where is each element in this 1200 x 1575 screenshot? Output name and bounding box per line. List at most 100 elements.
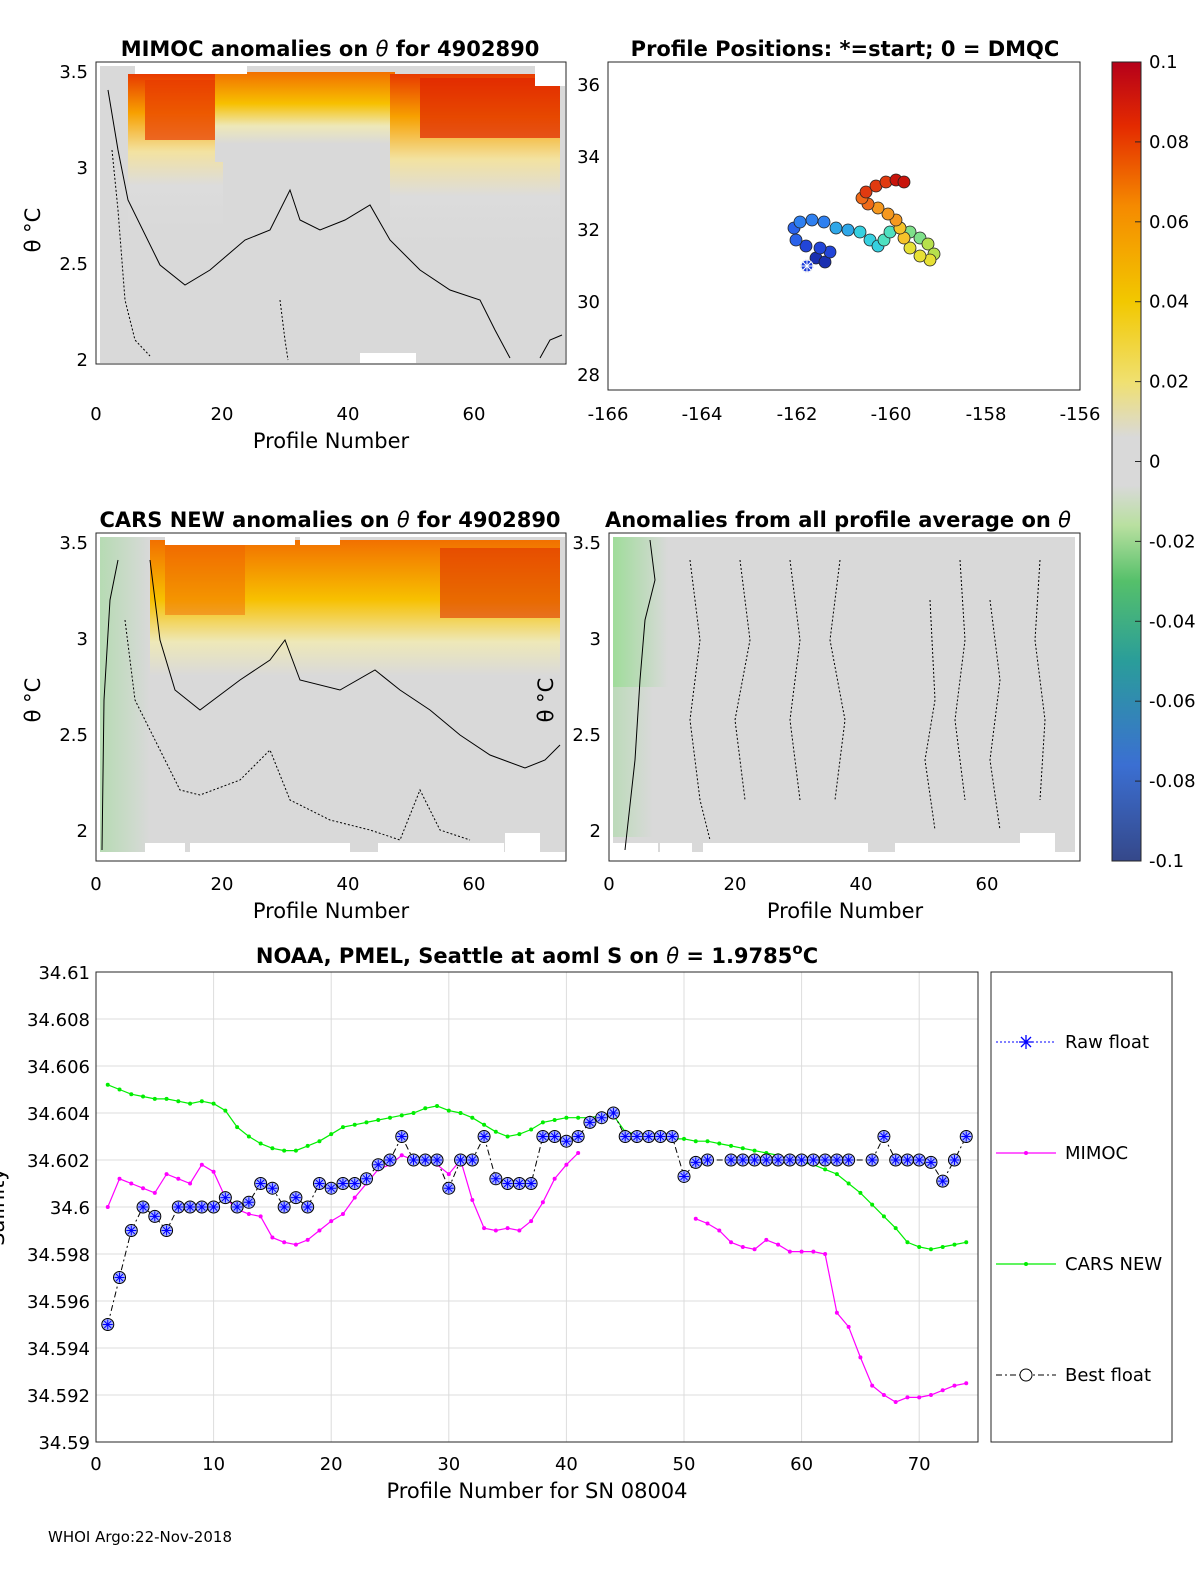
series-point-mimoc xyxy=(846,1324,851,1329)
series-point-mimoc xyxy=(282,1240,287,1245)
series-point-mimoc xyxy=(317,1228,322,1233)
series-point-cars-new xyxy=(293,1148,298,1153)
positions-xticks: -166 -164 -162 -160 -158 -156 xyxy=(588,404,1101,425)
series-point-raw-float xyxy=(161,1225,172,1236)
y-tick-label: 34.606 xyxy=(27,1057,90,1078)
series-point-cars-new xyxy=(364,1120,369,1125)
series-point-raw-float xyxy=(914,1155,925,1165)
series-point-cars-new xyxy=(540,1120,545,1125)
series-point-cars-new xyxy=(823,1167,828,1172)
series-point-raw-float xyxy=(690,1157,701,1168)
series-point-raw-float xyxy=(608,1108,619,1118)
y-tick-label: 34.602 xyxy=(27,1151,90,1172)
series-point-mimoc xyxy=(517,1228,522,1233)
series-point-raw-float xyxy=(220,1192,231,1203)
colorbar-tick-label: -0.06 xyxy=(1149,691,1196,712)
series-point-mimoc xyxy=(964,1381,969,1386)
series-point-best-float xyxy=(324,1181,338,1195)
svg-text:MIMOC: MIMOC xyxy=(1065,1143,1128,1164)
series-point-raw-float xyxy=(655,1131,666,1142)
series-point-raw-float xyxy=(878,1131,889,1142)
series-point-mimoc xyxy=(340,1212,345,1217)
series-point-cars-new xyxy=(105,1082,110,1087)
series-point-cars-new xyxy=(246,1134,251,1139)
svg-text:20: 20 xyxy=(211,874,234,895)
series-point-raw-float xyxy=(243,1197,254,1208)
legend-item-mimoc: MIMOC xyxy=(996,1143,1128,1164)
series-point-best-float xyxy=(265,1181,279,1195)
series-point-cars-new xyxy=(446,1108,451,1113)
svg-text:2: 2 xyxy=(590,821,601,842)
track-point xyxy=(921,237,935,251)
series-point-cars-new xyxy=(517,1132,522,1137)
series-point-cars-new xyxy=(164,1096,169,1101)
series-point-cars-new xyxy=(552,1118,557,1123)
colorbar-tick-label: 0.02 xyxy=(1149,372,1189,393)
series-point-mimoc xyxy=(188,1181,193,1186)
series-point-best-float xyxy=(442,1181,456,1195)
series-point-best-float xyxy=(242,1195,256,1209)
svg-text:-160: -160 xyxy=(871,404,912,425)
svg-text:3: 3 xyxy=(77,629,88,650)
series-point-best-float xyxy=(842,1153,856,1167)
svg-text:20: 20 xyxy=(724,874,747,895)
series-point-mimoc xyxy=(470,1197,475,1202)
mimoc-axes-box xyxy=(95,61,567,365)
series-point-mimoc xyxy=(152,1190,157,1195)
series-point-best-float xyxy=(606,1106,620,1120)
mimoc-yticks: 3.5 3 2.5 2 xyxy=(59,62,88,371)
track-point xyxy=(817,215,831,229)
y-tick-label: 34.598 xyxy=(27,1245,90,1266)
series-point-cars-new xyxy=(435,1103,440,1108)
mimoc-title: MIMOC anomalies on θ for 4902890 xyxy=(121,37,540,61)
series-point-raw-float xyxy=(455,1155,466,1165)
series-point-raw-float xyxy=(408,1155,419,1165)
track-point xyxy=(881,207,895,221)
series-point-raw-float xyxy=(784,1155,795,1165)
series-point-mimoc xyxy=(693,1216,698,1221)
y-tick-label: 34.592 xyxy=(27,1386,90,1407)
x-tick-label: 10 xyxy=(202,1454,225,1475)
series-point-mimoc xyxy=(540,1200,545,1205)
series-point-cars-new xyxy=(399,1113,404,1118)
series-point-raw-float xyxy=(667,1131,678,1142)
series-point-raw-float xyxy=(890,1155,901,1165)
series-point-mimoc xyxy=(893,1400,898,1405)
x-tick-label: 20 xyxy=(320,1454,343,1475)
svg-text:0: 0 xyxy=(90,874,101,895)
series-point-best-float xyxy=(959,1130,973,1143)
series-point-best-float xyxy=(101,1318,115,1331)
series-point-raw-float xyxy=(208,1202,219,1212)
positions-yticks: 36 34 32 30 28 xyxy=(577,75,600,386)
series-point-mimoc xyxy=(164,1172,169,1177)
svg-text:Best float: Best float xyxy=(1065,1365,1151,1386)
series-point-cars-new xyxy=(188,1101,193,1106)
mimoc-panel: MIMOC anomalies on θ for 4902890 3.5 3 2… xyxy=(21,37,567,453)
series-point-cars-new xyxy=(834,1172,839,1177)
allprof-axes-box xyxy=(608,532,1081,862)
series-point-cars-new xyxy=(423,1106,428,1111)
series-point-raw-float xyxy=(537,1131,548,1142)
track-point xyxy=(805,213,819,227)
x-tick-label: 0 xyxy=(90,1454,101,1475)
mimoc-xticks: 0 20 40 60 xyxy=(90,404,485,425)
svg-text:-166: -166 xyxy=(588,404,629,425)
track-point xyxy=(829,221,843,235)
track-point xyxy=(913,249,927,263)
colorbar-tick-label: 0.1 xyxy=(1149,52,1178,73)
series-point-mimoc xyxy=(776,1242,781,1247)
series-point-best-float xyxy=(677,1169,691,1183)
cars-xticks: 0 20 40 60 xyxy=(90,874,485,895)
series-point-mimoc xyxy=(399,1153,404,1158)
track-point xyxy=(859,185,873,199)
series-point-cars-new xyxy=(493,1129,498,1134)
series-point-cars-new xyxy=(964,1240,969,1245)
series-point-mimoc xyxy=(505,1226,510,1231)
series-point-mimoc xyxy=(482,1226,487,1231)
series-point-cars-new xyxy=(352,1122,357,1127)
colorbar-tick-label: -0.08 xyxy=(1149,771,1196,792)
series-point-cars-new xyxy=(705,1139,710,1144)
series-point-best-float xyxy=(477,1130,491,1143)
series-point-raw-float xyxy=(396,1131,407,1142)
track-point xyxy=(799,239,813,253)
